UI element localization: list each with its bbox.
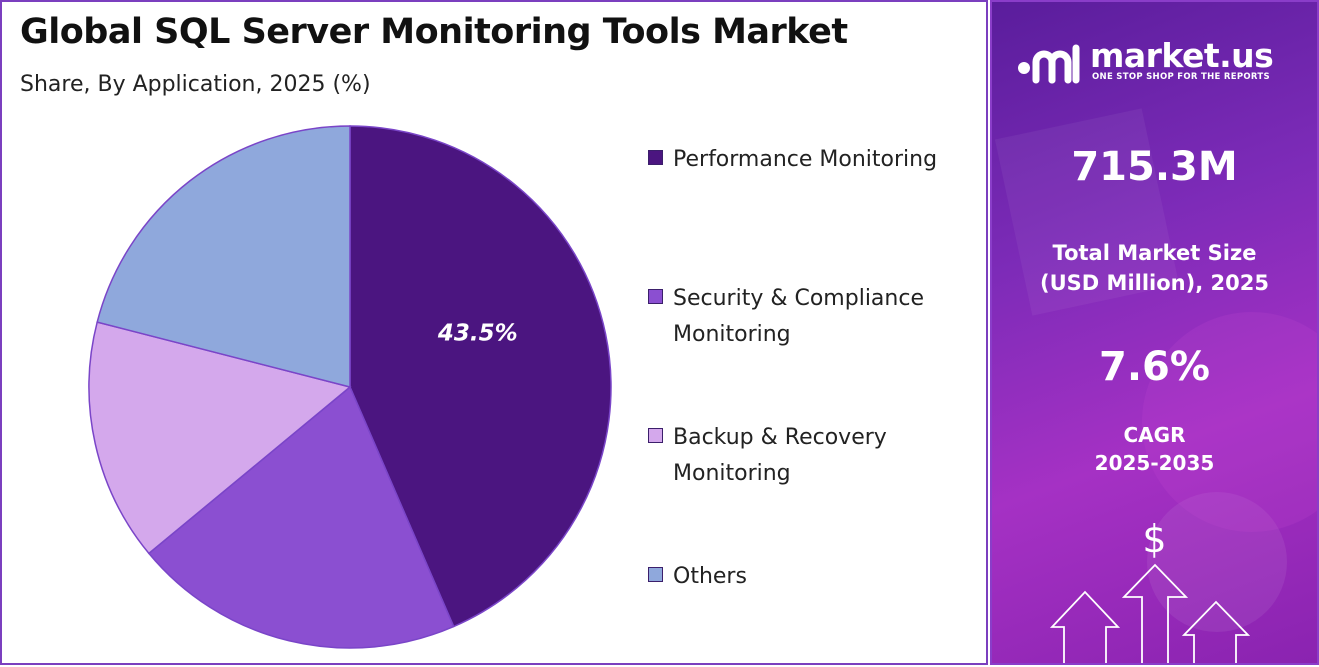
pie-slice-2 (88, 321, 352, 555)
pie-slice-3 (96, 125, 351, 388)
deco-glow (1142, 312, 1317, 532)
legend-label: Backup & Recovery Monitoring (673, 425, 887, 486)
legend-swatch (648, 428, 663, 443)
market-size-label-line1: Total Market Size (1052, 241, 1257, 265)
cagr-label: CAGR (1123, 423, 1186, 447)
chart-title: Global SQL Server Monitoring Tools Marke… (20, 12, 848, 52)
pie-slice-0 (349, 125, 612, 628)
deco-document (994, 108, 1180, 316)
cagr-value: 7.6% (1099, 344, 1210, 390)
market-size-value: 715.3M (1071, 144, 1238, 190)
legend-label: Security & Compliance Monitoring (673, 286, 924, 347)
market-summary-panel: market.us ONE STOP SHOP FOR THE REPORTS … (990, 0, 1319, 665)
market-us-logo-icon (1018, 44, 1080, 84)
brand-tagline: ONE STOP SHOP FOR THE REPORTS (1092, 72, 1270, 82)
legend-label: Performance Monitoring (673, 147, 938, 172)
dollar-icon: $ (1142, 517, 1167, 561)
pie-data-label-0: 43.5% (437, 321, 518, 347)
legend-swatch (648, 567, 663, 582)
cagr-period: 2025-2035 (1094, 451, 1215, 475)
pie-chart: 43.5% (88, 125, 612, 649)
chart-subtitle: Share, By Application, 2025 (%) (20, 72, 371, 97)
market-size-label-line2: (USD Million), 2025 (1040, 271, 1269, 295)
market-us-logo: market.us ONE STOP SHOP FOR THE REPORTS (1014, 36, 1304, 90)
legend-label: Others (673, 564, 747, 589)
legend-swatch (648, 150, 663, 165)
growth-arrows-icon (1049, 563, 1251, 663)
brand-name: market.us (1090, 36, 1274, 75)
background-decoration (994, 108, 1317, 632)
pie-slice-1 (147, 385, 455, 649)
legend-swatch (648, 289, 663, 304)
chart-panel: Global SQL Server Monitoring Tools Marke… (0, 0, 988, 665)
